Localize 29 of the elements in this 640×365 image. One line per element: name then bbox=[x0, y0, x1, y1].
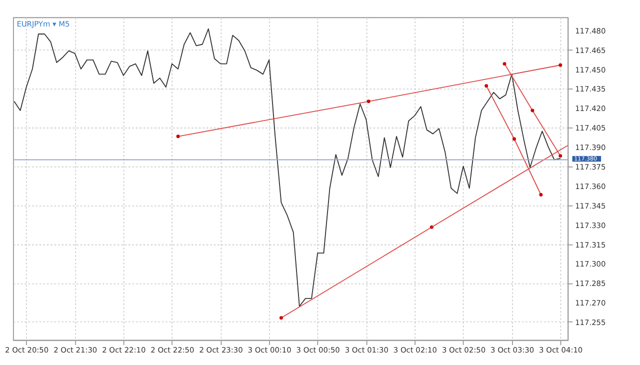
x-tick-label: 3 Oct 03:30 bbox=[490, 345, 534, 354]
y-tick-label: 117.360 bbox=[575, 182, 606, 191]
chart-title: EURJPYm ▾ M5 bbox=[16, 19, 70, 28]
y-tick-label: 117.300 bbox=[575, 260, 606, 269]
x-tick-label: 3 Oct 00:50 bbox=[296, 345, 340, 354]
y-tick-label: 117.435 bbox=[575, 84, 606, 94]
y-tick-label: 117.285 bbox=[575, 279, 606, 288]
x-tick-label: 2 Oct 22:10 bbox=[102, 345, 146, 354]
y-tick-label: 117.255 bbox=[575, 318, 606, 328]
x-tick-label: 3 Oct 00:10 bbox=[248, 345, 292, 354]
y-tick-label: 117.480 bbox=[575, 26, 606, 36]
x-tick-label: 2 Oct 23:30 bbox=[199, 345, 244, 354]
y-tick-label: 117.390 bbox=[575, 143, 606, 152]
y-tick-label: 117.345 bbox=[575, 201, 606, 210]
y-tick-label: 117.465 bbox=[575, 46, 606, 55]
y-tick-label: 117.270 bbox=[575, 298, 606, 308]
x-tick-label: 2 Oct 22:50 bbox=[150, 345, 195, 354]
x-tick-label: 2 Oct 21:30 bbox=[54, 345, 98, 354]
x-tick-label: 2 Oct 20:50 bbox=[5, 345, 49, 354]
y-tick-label: 117.450 bbox=[575, 65, 606, 74]
y-tick-label: 117.315 bbox=[575, 240, 606, 250]
y-tick-label: 117.405 bbox=[575, 124, 606, 133]
y-tick-label: 117.375 bbox=[575, 162, 606, 172]
y-tick-label: 117.420 bbox=[575, 104, 606, 114]
x-tick-label: 3 Oct 01:30 bbox=[344, 345, 389, 354]
x-tick-label: 3 Oct 02:10 bbox=[393, 345, 438, 354]
y-tick-label: 117.330 bbox=[575, 220, 606, 230]
x-tick-label: 3 Oct 04:10 bbox=[539, 345, 583, 354]
x-tick-label: 3 Oct 02:50 bbox=[442, 345, 486, 354]
